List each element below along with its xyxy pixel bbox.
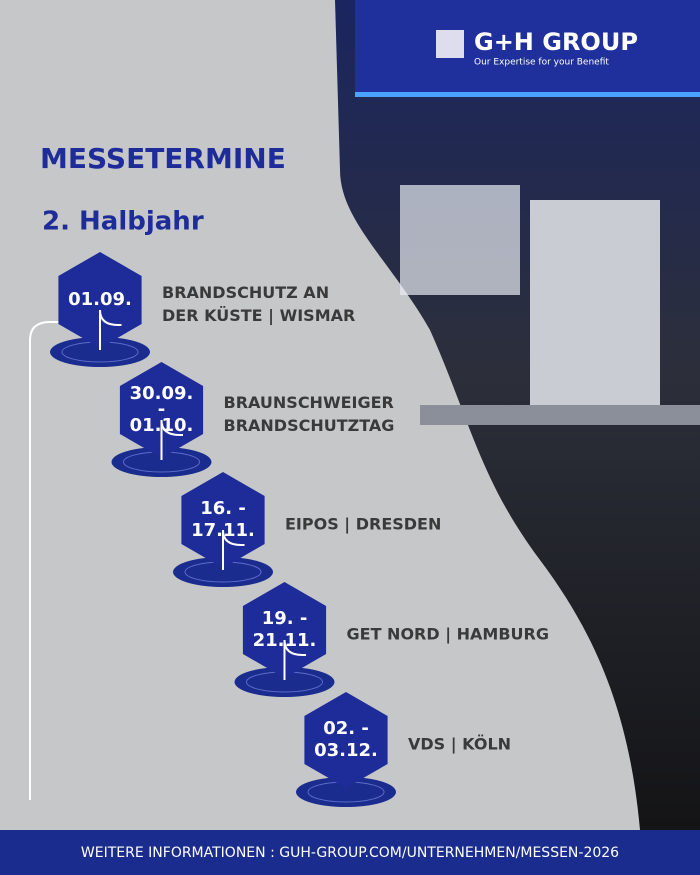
- event-title: EIPOS | DRESDEN: [285, 515, 441, 535]
- date: 02. -: [323, 718, 369, 739]
- event-title: BRANDSCHUTZ AN: [162, 283, 329, 302]
- date: 01.09.: [68, 289, 132, 310]
- date-badge: [304, 692, 388, 788]
- booth-banner: [355, 0, 700, 95]
- event-title: DER KÜSTE | WISMAR: [162, 306, 355, 326]
- date: 16. -: [200, 498, 246, 519]
- event-title: BRAUNSCHWEIGER: [224, 393, 394, 412]
- connector: [29, 321, 62, 800]
- date: 03.12.: [314, 740, 378, 761]
- date: -: [158, 399, 165, 420]
- title: MESSETERMINE: [40, 142, 286, 175]
- date: 30.09.: [130, 383, 194, 404]
- connector: [222, 529, 245, 570]
- floor: [420, 405, 700, 425]
- connector: [160, 419, 183, 460]
- event-title: VDS | KÖLN: [408, 735, 511, 755]
- booth-light: [355, 92, 700, 97]
- connector: [283, 639, 306, 680]
- booth-wall: [400, 185, 520, 295]
- exhibit: [530, 200, 660, 415]
- date: 19. -: [262, 608, 308, 629]
- connector: [99, 309, 122, 350]
- brand-logo: [436, 30, 464, 58]
- event-title: GET NORD | HAMBURG: [347, 625, 549, 645]
- timeline: 01.09. BRANDSCHUTZ AN DER KÜSTE | WISMAR 30…: [50, 252, 549, 807]
- brand: G+H GROUP: [474, 28, 638, 56]
- event-title: BRANDSCHUTZTAG: [224, 416, 395, 435]
- footer-text: WEITERE INFORMATIONEN : GUH-GROUP.COM/UN…: [81, 845, 619, 861]
- brand-tagline: Our Expertise for your Benefit: [474, 58, 609, 68]
- subtitle: 2. Halbjahr: [42, 207, 204, 237]
- footer-bar: [0, 830, 700, 875]
